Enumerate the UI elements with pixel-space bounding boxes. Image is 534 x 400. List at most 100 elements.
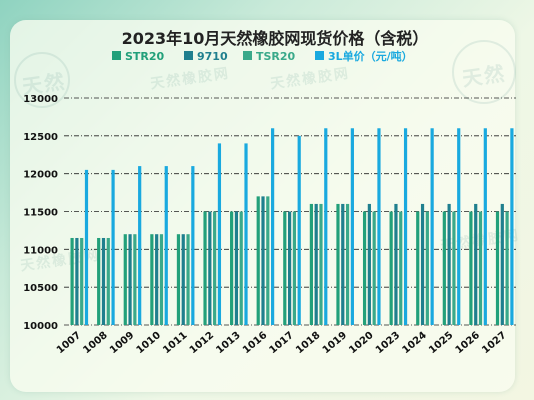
x-tick-label: 1017 (268, 330, 296, 356)
bar-1026-0 (469, 211, 473, 325)
x-tick-label: 1027 (480, 330, 508, 356)
bar-1007-2 (80, 237, 84, 325)
x-tick-label: 1008 (81, 330, 109, 356)
bar-1025-2 (452, 211, 456, 325)
legend-swatch (315, 51, 324, 60)
bar-1016-2 (266, 196, 270, 325)
bar-1007-0 (70, 237, 74, 325)
bar-1013-3 (244, 143, 248, 325)
bar-1011-2 (186, 234, 190, 325)
bar-1027-0 (495, 211, 500, 325)
legend: STR20 9710 TSR20 3L单价（元/吨） (112, 49, 413, 63)
bar-1024-3 (430, 128, 434, 325)
bar-1010-2 (159, 234, 164, 325)
bar-1023-0 (389, 211, 393, 325)
x-tick-label: 1020 (347, 330, 375, 356)
bar-1025-3 (457, 128, 461, 325)
chart-title: 2023年10月天然橡胶网现货价格（含税） (122, 29, 429, 48)
bar-1007-1 (75, 237, 79, 325)
bar-1024-2 (425, 211, 429, 325)
bar-1018-2 (319, 203, 323, 325)
bar-1016-3 (271, 128, 275, 325)
bar-1020-0 (362, 211, 367, 325)
bar-1017-0 (283, 211, 287, 325)
bar-1010-0 (150, 234, 154, 325)
legend-label: STR20 (125, 50, 165, 63)
x-tick-label: 1009 (108, 330, 136, 356)
bar-1023-2 (399, 211, 403, 325)
bar-1017-2 (292, 211, 296, 325)
bar-1011-0 (176, 234, 181, 325)
bar-1011-1 (181, 234, 185, 325)
bar-1025-0 (442, 211, 446, 325)
bar-1026-3 (483, 128, 487, 325)
bar-1008-2 (106, 237, 110, 325)
y-tick-label: 12500 (23, 132, 58, 143)
bar-1018-1 (314, 203, 318, 325)
legend-item-0: STR20 (112, 50, 165, 63)
bar-1016-0 (256, 196, 260, 325)
bar-1012-2 (213, 211, 217, 325)
x-axis-ticks: 1007100810091010101110121013101610171018… (55, 330, 509, 356)
bar-1018-0 (309, 203, 313, 325)
bar-1013-0 (230, 211, 234, 325)
bar-1013-2 (239, 211, 243, 325)
x-tick-label: 1024 (400, 330, 428, 356)
bar-1012-3 (217, 143, 222, 325)
x-tick-label: 1019 (321, 330, 349, 356)
bar-1019-3 (350, 128, 354, 325)
x-tick-label: 1010 (135, 330, 163, 356)
x-tick-label: 1013 (214, 330, 242, 356)
x-tick-label: 1016 (241, 330, 269, 356)
bar-1009-0 (123, 234, 127, 325)
legend-label: TSR20 (256, 50, 296, 63)
bar-1025-1 (447, 203, 451, 325)
bar-1023-3 (403, 128, 408, 325)
bar-1020-1 (367, 203, 371, 325)
bar-1026-2 (478, 211, 483, 325)
bar-1017-1 (288, 211, 292, 325)
bar-1023-1 (394, 203, 398, 325)
bar-1027-1 (500, 203, 504, 325)
legend-swatch (112, 51, 121, 60)
bar-1008-0 (97, 237, 101, 325)
bar-1019-0 (336, 203, 340, 325)
bar-1020-3 (377, 128, 381, 325)
legend-label: 9710 (197, 50, 228, 63)
bar-1009-1 (128, 234, 132, 325)
bar-1008-3 (111, 169, 115, 325)
bar-1008-1 (101, 237, 106, 325)
bar-1018-3 (324, 128, 328, 325)
bar-1020-2 (372, 211, 376, 325)
bar-1027-3 (510, 128, 514, 325)
y-tick-label: 10500 (23, 283, 58, 294)
bar-1007-3 (84, 169, 89, 325)
bar-1026-1 (474, 203, 478, 325)
y-tick-label: 10000 (23, 321, 58, 332)
legend-swatch (184, 51, 193, 60)
legend-label: 3L单价（元/吨） (328, 49, 413, 63)
y-tick-label: 11000 (23, 245, 58, 256)
bar-1011-3 (191, 166, 195, 325)
x-tick-label: 1012 (188, 330, 216, 356)
bar-1027-2 (505, 211, 509, 325)
y-tick-label: 12000 (23, 170, 58, 181)
bar-1024-0 (416, 211, 420, 325)
x-tick-label: 1025 (427, 330, 455, 356)
legend-item-3: 3L单价（元/吨） (315, 49, 413, 63)
y-tick-label: 13000 (23, 94, 58, 105)
bar-1012-1 (208, 211, 212, 325)
bar-1019-2 (345, 203, 350, 325)
bar-1010-3 (164, 166, 168, 325)
bar-1013-1 (234, 211, 239, 325)
bar-1017-3 (297, 135, 301, 325)
legend-swatch (243, 51, 252, 60)
bar-1010-1 (155, 234, 159, 325)
x-tick-label: 1007 (55, 330, 83, 356)
legend-item-1: 9710 (184, 50, 228, 63)
bar-1016-1 (261, 196, 265, 325)
y-axis-ticks: 10000 10500 11000 11500 12000 12500 13000 (23, 94, 58, 332)
legend-item-2: TSR20 (243, 50, 296, 63)
x-tick-label: 1011 (161, 330, 189, 356)
